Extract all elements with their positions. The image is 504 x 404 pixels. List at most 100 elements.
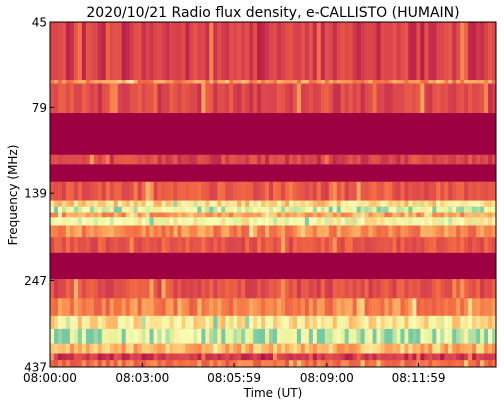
cell-0-18 xyxy=(121,22,126,81)
cell-7-58 xyxy=(280,200,286,207)
cell-16-84 xyxy=(384,315,389,329)
cell-11-28 xyxy=(161,225,166,238)
cell-15-80 xyxy=(368,298,373,316)
cell-15-36 xyxy=(193,298,198,316)
cell-19-110 xyxy=(488,353,493,361)
cell-15-55 xyxy=(269,298,274,316)
cell-9-38 xyxy=(201,212,206,218)
cell-0-23 xyxy=(141,22,146,81)
cell-17-28 xyxy=(161,328,166,344)
cell-4-96 xyxy=(432,154,437,165)
cell-1-58 xyxy=(280,80,286,84)
cell-2-47 xyxy=(237,83,242,114)
cell-11-94 xyxy=(424,225,429,238)
cell-18-77 xyxy=(356,343,361,354)
cell-12-24 xyxy=(145,237,150,253)
cell-12-92 xyxy=(416,237,421,253)
cell-10-62 xyxy=(296,217,302,226)
cell-17-81 xyxy=(372,328,377,344)
cell-17-110 xyxy=(488,328,493,344)
cell-8-13 xyxy=(101,206,107,213)
cell-20-104 xyxy=(464,360,469,367)
cell-9-92 xyxy=(416,212,421,218)
cell-17-17 xyxy=(117,328,122,344)
cell-0-107 xyxy=(476,22,481,81)
cell-8-47 xyxy=(237,206,242,213)
cell-11-18 xyxy=(121,225,126,238)
cell-16-0 xyxy=(50,315,55,329)
cell-6-40 xyxy=(209,181,214,201)
cell-8-79 xyxy=(364,206,369,213)
cell-0-42 xyxy=(217,22,222,81)
cell-2-35 xyxy=(189,83,194,114)
cell-14-54 xyxy=(265,279,270,299)
cell-17-76 xyxy=(352,328,357,344)
cell-0-109 xyxy=(484,22,489,81)
cell-19-98 xyxy=(440,353,445,361)
cell-10-8 xyxy=(81,217,87,226)
cell-17-44 xyxy=(225,328,230,344)
cell-10-15 xyxy=(109,217,115,226)
cell-8-27 xyxy=(157,206,162,213)
cell-14-87 xyxy=(396,279,401,299)
cell-11-110 xyxy=(488,225,493,238)
cell-2-52 xyxy=(257,83,262,114)
cell-15-42 xyxy=(217,298,222,316)
cell-10-98 xyxy=(440,217,445,226)
cell-11-80 xyxy=(368,225,373,238)
cell-14-103 xyxy=(460,279,465,299)
heatmap-layer xyxy=(50,22,497,367)
cell-4-3 xyxy=(61,154,67,165)
cell-4-48 xyxy=(241,154,246,165)
cell-2-58 xyxy=(280,83,286,114)
cell-7-3 xyxy=(61,200,67,207)
cell-10-28 xyxy=(161,217,166,226)
cell-8-4 xyxy=(65,206,71,213)
cell-6-15 xyxy=(109,181,115,201)
cell-14-86 xyxy=(392,279,397,299)
cell-16-69 xyxy=(324,315,330,329)
cell-9-41 xyxy=(213,212,218,218)
cell-1-94 xyxy=(424,80,429,84)
cell-1-71 xyxy=(332,80,338,84)
cell-15-51 xyxy=(253,298,258,316)
cell-12-60 xyxy=(288,237,294,253)
cell-1-101 xyxy=(452,80,457,84)
cell-15-37 xyxy=(197,298,202,316)
cell-7-76 xyxy=(352,200,357,207)
cell-2-53 xyxy=(261,83,266,114)
cell-11-74 xyxy=(344,225,349,238)
cell-10-86 xyxy=(392,217,397,226)
cell-2-70 xyxy=(328,83,334,114)
cell-12-75 xyxy=(348,237,353,253)
cell-20-63 xyxy=(300,360,306,367)
cell-9-102 xyxy=(456,212,461,218)
cell-8-98 xyxy=(440,206,445,213)
cell-8-40 xyxy=(209,206,214,213)
y-tick-label-0: 45 xyxy=(32,16,47,30)
cell-18-100 xyxy=(448,343,453,354)
cell-6-78 xyxy=(360,181,365,201)
cell-9-87 xyxy=(396,212,401,218)
cell-14-98 xyxy=(440,279,445,299)
cell-19-43 xyxy=(221,353,226,361)
cell-11-30 xyxy=(169,225,174,238)
cell-1-42 xyxy=(217,80,222,84)
cell-18-15 xyxy=(109,343,115,354)
cell-14-95 xyxy=(428,279,433,299)
cell-2-87 xyxy=(396,83,401,114)
cell-18-93 xyxy=(420,343,425,354)
cell-20-110 xyxy=(488,360,493,367)
cell-18-25 xyxy=(149,343,154,354)
cell-7-91 xyxy=(412,200,417,207)
cell-19-10 xyxy=(89,353,95,361)
cell-2-83 xyxy=(380,83,385,114)
cell-7-83 xyxy=(380,200,385,207)
cell-11-102 xyxy=(456,225,461,238)
cell-20-87 xyxy=(396,360,401,367)
cell-9-43 xyxy=(221,212,226,218)
cell-16-14 xyxy=(105,315,111,329)
cell-15-108 xyxy=(480,298,485,316)
cell-11-6 xyxy=(73,225,79,238)
cell-2-61 xyxy=(292,83,298,114)
